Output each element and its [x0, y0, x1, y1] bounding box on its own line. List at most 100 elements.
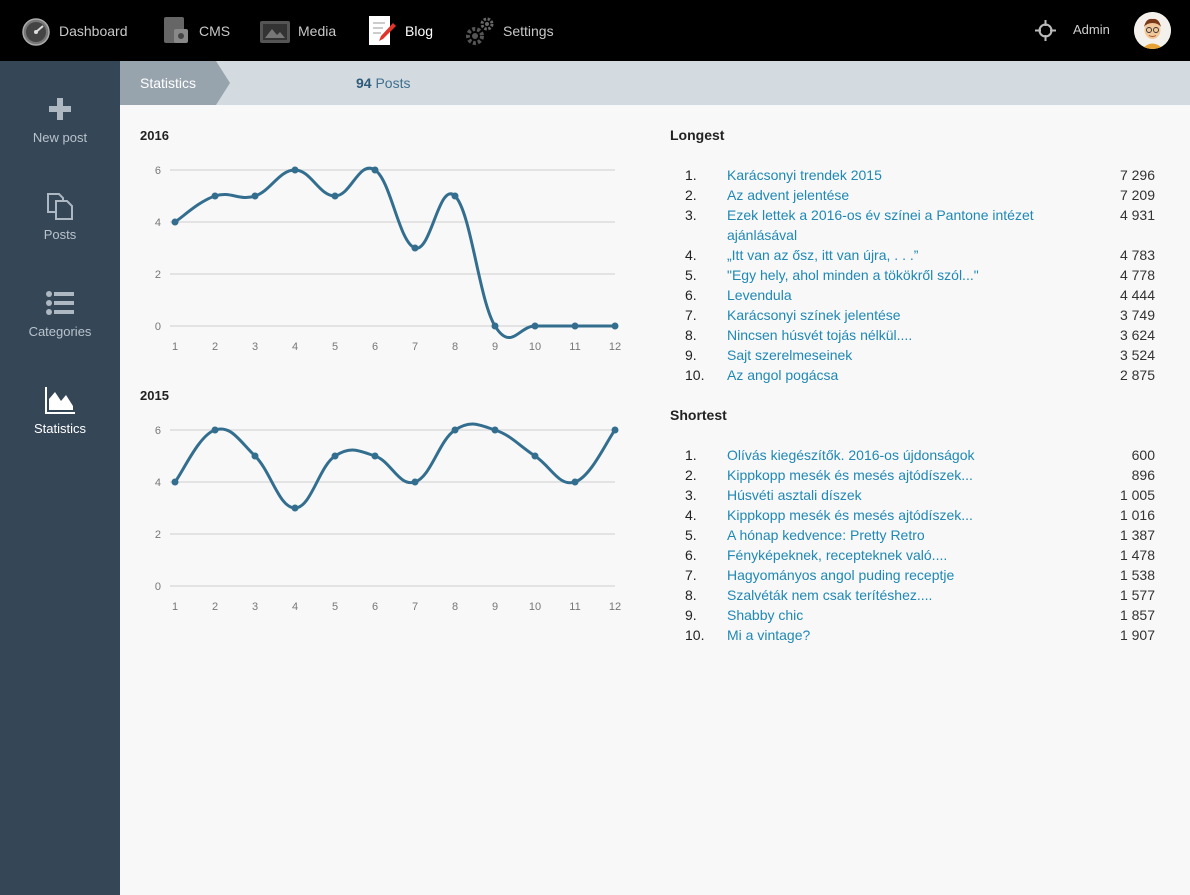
data-point[interactable]: [571, 322, 579, 330]
breadcrumb: Statistics 94 Posts: [120, 61, 1190, 105]
data-point[interactable]: [291, 166, 299, 174]
x-tick-label: 8: [452, 341, 458, 353]
list-item-rank: 2.: [685, 187, 697, 203]
data-point[interactable]: [171, 218, 179, 226]
post-count-label: Posts: [375, 75, 411, 91]
data-point[interactable]: [411, 478, 419, 486]
list-item: 6. Levendula 4 444: [670, 285, 1160, 305]
post-title-link[interactable]: Nincsen húsvét tojás nélkül....: [727, 327, 913, 343]
sidebar-item-categories[interactable]: Categories: [0, 287, 120, 369]
post-title-link[interactable]: Sajt szerelmeseinek: [727, 347, 853, 363]
sidebar-item-posts[interactable]: Posts: [0, 190, 120, 272]
post-length: 4 444: [1119, 287, 1155, 303]
data-point[interactable]: [491, 322, 499, 330]
nav-dashboard[interactable]: Dashboard: [20, 0, 128, 61]
post-length: 7 296: [1119, 167, 1155, 183]
series-line: [173, 422, 617, 510]
post-title-link[interactable]: Az advent jelentése: [727, 187, 850, 203]
top-navigation-bar: Dashboard CMS Media Blog: [0, 0, 1190, 61]
post-title-link[interactable]: Karácsonyi színek jelentése: [727, 307, 901, 323]
x-tick-label: 5: [332, 601, 338, 613]
post-title-link[interactable]: Ezek lettek a 2016-os év színei a Panton…: [727, 207, 1034, 243]
data-point[interactable]: [211, 426, 219, 434]
post-title-link[interactable]: Az angol pogácsa: [727, 367, 839, 383]
post-title-link[interactable]: A hónap kedvence: Pretty Retro: [727, 527, 925, 543]
chart-title-2015: 2015: [140, 388, 169, 403]
list-item: 7. Karácsonyi színek jelentése 3 749: [670, 305, 1160, 325]
sidebar-label-posts: Posts: [43, 227, 77, 242]
data-point[interactable]: [331, 452, 339, 460]
nav-settings[interactable]: Settings: [464, 0, 554, 61]
data-point[interactable]: [211, 192, 219, 200]
x-tick-label: 6: [372, 341, 378, 353]
data-point[interactable]: [571, 478, 579, 486]
nav-cms[interactable]: CMS: [160, 0, 230, 61]
post-title-link[interactable]: "Egy hely, ahol minden a tökökről szól..…: [727, 267, 979, 283]
user-name[interactable]: Admin: [1073, 22, 1110, 37]
x-tick-label: 8: [452, 601, 458, 613]
dashboard-gauge-icon: [22, 17, 50, 46]
post-length: 7 209: [1119, 187, 1155, 203]
post-title-link[interactable]: Hagyományos angol puding receptje: [727, 567, 955, 583]
data-point[interactable]: [251, 192, 259, 200]
data-point[interactable]: [371, 166, 379, 174]
data-point[interactable]: [331, 192, 339, 200]
data-point[interactable]: [491, 426, 499, 434]
post-title-link[interactable]: „Itt van az ősz, itt van újra, . . .”: [727, 247, 919, 263]
post-length: 3 749: [1119, 307, 1155, 323]
media-icon: [260, 20, 290, 43]
y-tick-label: 2: [155, 269, 161, 281]
list-item: 3. Húsvéti asztali díszek 1 005: [670, 485, 1160, 505]
x-tick-label: 1: [172, 341, 178, 353]
y-tick-label: 0: [155, 581, 161, 593]
data-point[interactable]: [291, 504, 299, 512]
cms-icon: [164, 16, 188, 43]
post-title-link[interactable]: Kippkopp mesék és mesés ajtódíszek...: [727, 507, 973, 523]
post-title-link[interactable]: Mi a vintage?: [727, 627, 811, 643]
list-item-rank: 8.: [685, 327, 697, 343]
data-point[interactable]: [171, 478, 179, 486]
nav-blog[interactable]: Blog: [366, 0, 433, 61]
post-title-link[interactable]: Karácsonyi trendek 2015: [727, 167, 882, 183]
x-tick-label: 11: [569, 341, 580, 353]
data-point[interactable]: [451, 192, 459, 200]
crosshair-icon[interactable]: [1035, 20, 1056, 41]
post-title-link[interactable]: Húsvéti asztali díszek: [727, 487, 862, 503]
post-title-link[interactable]: Fényképeknek, recepteknek való....: [727, 547, 948, 563]
nav-label-settings: Settings: [503, 22, 554, 39]
shortest-title: Shortest: [670, 407, 727, 423]
y-tick-label: 6: [155, 425, 161, 437]
post-title-link[interactable]: Olívás kiegészítők. 2016-os újdonságok: [727, 447, 975, 463]
post-length: 896: [1131, 467, 1155, 483]
list-item-rank: 7.: [685, 567, 697, 583]
nav-label-dashboard: Dashboard: [59, 22, 128, 39]
nav-label-cms: CMS: [199, 22, 231, 39]
data-point[interactable]: [251, 452, 259, 460]
post-length: 1 016: [1119, 507, 1155, 523]
blog-pencil-icon: [369, 15, 396, 45]
data-point[interactable]: [451, 426, 459, 434]
post-title-link[interactable]: Shabby chic: [727, 607, 804, 623]
post-title-link[interactable]: Szalvéták nem csak terítéshez....: [727, 587, 933, 603]
avatar[interactable]: [1134, 12, 1171, 49]
x-tick-label: 2: [212, 601, 218, 613]
list-item-rank: 9.: [685, 347, 697, 363]
data-point[interactable]: [611, 426, 619, 434]
data-point[interactable]: [611, 322, 619, 330]
breadcrumb-current[interactable]: Statistics: [120, 61, 216, 105]
data-point[interactable]: [531, 452, 539, 460]
post-title-link[interactable]: Kippkopp mesék és mesés ajtódíszek...: [727, 467, 973, 483]
nav-media[interactable]: Media: [259, 0, 336, 61]
x-tick-label: 2: [212, 341, 218, 353]
list-item-rank: 3.: [685, 207, 697, 223]
list-item-rank: 8.: [685, 587, 697, 603]
data-point[interactable]: [411, 244, 419, 252]
data-point[interactable]: [371, 452, 379, 460]
data-point[interactable]: [531, 322, 539, 330]
list-item-rank: 4.: [685, 507, 697, 523]
sidebar-item-statistics[interactable]: Statistics: [0, 384, 120, 466]
post-title-link[interactable]: Levendula: [727, 287, 792, 303]
sidebar-item-new-post[interactable]: New post: [0, 93, 120, 175]
x-tick-label: 10: [529, 341, 541, 353]
